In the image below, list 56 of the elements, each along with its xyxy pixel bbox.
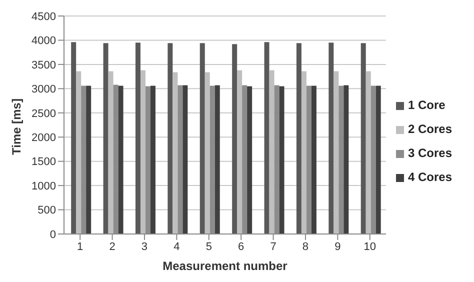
bar xyxy=(232,44,238,234)
bar xyxy=(76,71,82,234)
y-tick-label: 2000 xyxy=(32,132,56,144)
bar xyxy=(366,71,371,234)
bar xyxy=(103,43,108,234)
bar xyxy=(301,71,306,234)
bar xyxy=(269,70,274,234)
y-axis-title: Time [ms] xyxy=(9,98,24,155)
bar xyxy=(86,86,92,234)
bar xyxy=(214,85,220,234)
bar xyxy=(168,43,173,234)
bar xyxy=(311,86,316,234)
x-tick-label: 2 xyxy=(109,240,116,253)
y-tick-label: 4000 xyxy=(32,35,56,48)
x-tick-label: 3 xyxy=(141,240,148,253)
legend-label: 2 Cores xyxy=(408,122,452,136)
bar xyxy=(334,71,339,234)
bar xyxy=(182,85,188,234)
bar xyxy=(247,86,252,234)
x-tick-label: 5 xyxy=(206,240,212,253)
y-tick-label: 1500 xyxy=(32,156,56,168)
y-tick-label: 0 xyxy=(50,228,56,241)
x-tick-label: 10 xyxy=(364,240,376,253)
bar xyxy=(344,85,349,234)
x-tick-label: 6 xyxy=(238,240,244,253)
bar xyxy=(376,86,381,234)
legend-label: 1 Core xyxy=(408,98,446,112)
bar xyxy=(135,42,140,234)
bar xyxy=(140,70,146,234)
bar xyxy=(200,43,205,234)
legend-label: 3 Cores xyxy=(408,146,452,160)
legend-label: 4 Cores xyxy=(408,170,452,184)
y-tick-label: 3500 xyxy=(32,59,56,72)
y-tick-label: 1000 xyxy=(32,180,56,192)
bar xyxy=(172,72,178,234)
bar xyxy=(296,43,302,234)
bar xyxy=(71,42,76,234)
bar xyxy=(279,86,284,234)
bar xyxy=(360,43,366,234)
x-tick-label: 9 xyxy=(334,240,341,253)
x-tick-label: 1 xyxy=(77,240,84,253)
x-tick-label: 4 xyxy=(174,240,180,253)
y-tick-label: 3000 xyxy=(32,84,56,96)
bar xyxy=(328,42,334,234)
y-tick-label: 4500 xyxy=(32,10,56,23)
x-tick-label: 7 xyxy=(270,240,276,253)
bar xyxy=(237,70,242,234)
x-axis-title: Measurement number xyxy=(162,259,288,273)
bar xyxy=(118,86,124,234)
y-tick-label: 500 xyxy=(38,204,56,217)
bar xyxy=(264,42,270,234)
x-tick-label: 8 xyxy=(302,240,309,253)
y-tick-label: 2500 xyxy=(32,108,56,120)
bar xyxy=(108,71,114,234)
bar xyxy=(204,72,210,234)
bar xyxy=(150,86,156,234)
